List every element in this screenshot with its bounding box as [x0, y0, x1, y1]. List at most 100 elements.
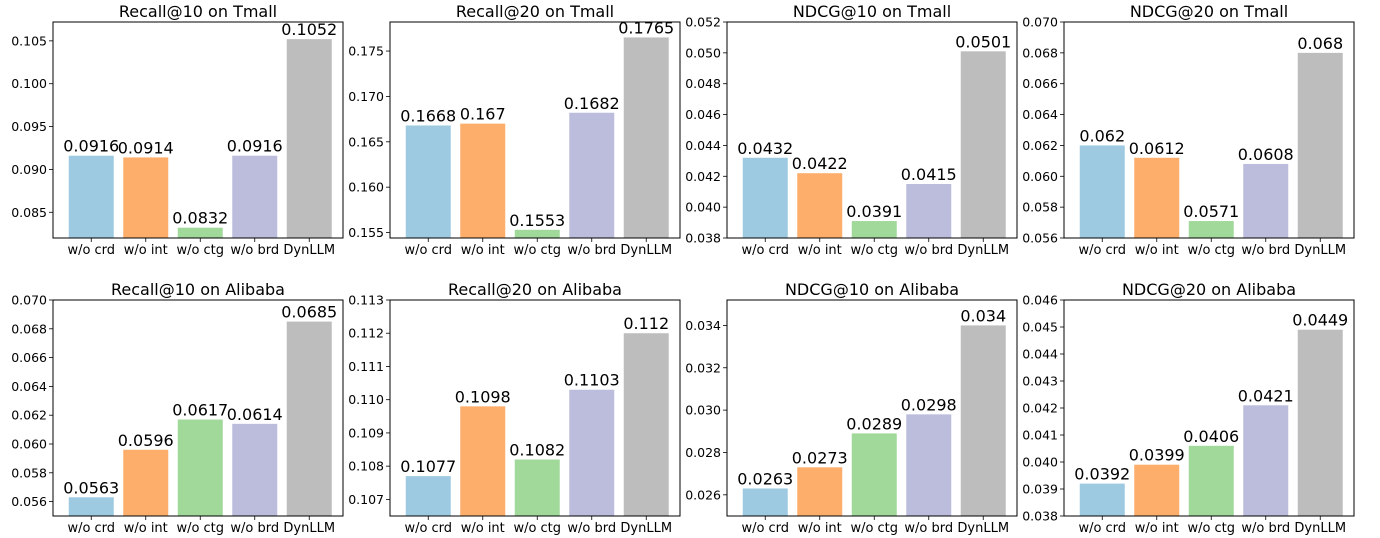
- y-tick-label: 0.032: [685, 360, 721, 375]
- y-tick-label: 0.046: [1022, 293, 1058, 308]
- bar-w-o-ctg: [514, 459, 560, 516]
- y-tick-label: 0.060: [11, 437, 47, 452]
- bar-value-label: 0.0916: [63, 137, 119, 156]
- axes-frame: [1063, 21, 1355, 239]
- bar-value-label: 0.1682: [564, 94, 620, 113]
- chart-panel-5: Recall@10 on Alibaba 0.0563 w/o crd 0.0596 w…: [11, 280, 344, 536]
- y-tick-label: 0.060: [1022, 169, 1058, 184]
- y-tick-label: 0.056: [11, 494, 47, 509]
- panel-title: NDCG@20 on Alibaba: [1122, 280, 1296, 299]
- y-tick-label: 0.041: [1022, 428, 1058, 443]
- y-tick-label: 0.112: [348, 326, 384, 341]
- chart-panel-6: Recall@20 on Alibaba 0.1077 w/o crd 0.1098 w…: [348, 280, 681, 536]
- bar-w-o-crd: [68, 497, 114, 516]
- bar-value-label: 0.0391: [846, 202, 902, 221]
- y-tick-label: 0.058: [11, 465, 47, 480]
- bar-value-label: 0.0617: [172, 401, 228, 420]
- bar-value-label: 0.0614: [227, 405, 283, 424]
- y-tick-label: 0.068: [1022, 45, 1058, 60]
- y-tick-label: 0.038: [685, 231, 721, 246]
- y-tick-label: 0.039: [1022, 482, 1058, 497]
- bar-value-label: 0.1553: [509, 211, 565, 230]
- y-tick-label: 0.046: [685, 107, 721, 122]
- bar-value-label: 0.0422: [792, 154, 848, 173]
- y-tick-label: 0.108: [348, 459, 384, 474]
- bar-value-label: 0.112: [623, 314, 669, 333]
- y-tick-label: 0.056: [1022, 231, 1058, 246]
- chart-panel-2: Recall@20 on Tmall 0.1668 w/o crd 0.167 w/o …: [348, 2, 681, 258]
- y-tick-label: 0.034: [685, 318, 721, 333]
- bar-dynllm: [286, 321, 332, 516]
- x-tick-label: w/o ctg: [1187, 521, 1235, 536]
- x-tick-label: w/o ctg: [1187, 243, 1235, 258]
- x-tick-label: w/o ctg: [176, 521, 224, 536]
- bar-value-label: 0.1668: [400, 106, 456, 125]
- bar-value-label: 0.1098: [455, 387, 511, 406]
- bar-w-o-brd: [906, 414, 952, 516]
- bar-value-label: 0.0406: [1183, 427, 1239, 446]
- bar-value-label: 0.1082: [509, 441, 565, 460]
- axes-frame: [1063, 299, 1355, 517]
- y-tick-label: 0.064: [11, 379, 47, 394]
- y-tick-label: 0.044: [1022, 347, 1058, 362]
- bar-w-o-ctg: [851, 221, 897, 238]
- bar-w-o-int: [1134, 464, 1180, 516]
- y-tick-label: 0.113: [348, 293, 384, 308]
- y-tick-label: 0.160: [348, 180, 384, 195]
- y-tick-label: 0.066: [1022, 76, 1058, 91]
- x-tick-label: w/o brd: [904, 521, 953, 536]
- y-tick-label: 0.050: [685, 45, 721, 60]
- bar-w-o-brd: [1243, 163, 1289, 238]
- bar-w-o-int: [123, 157, 169, 238]
- bar-w-o-brd: [1243, 405, 1289, 516]
- y-tick-label: 0.107: [348, 492, 384, 507]
- bar-value-label: 0.068: [1297, 34, 1343, 53]
- bar-dynllm: [286, 39, 332, 239]
- x-tick-label: w/o brd: [904, 243, 953, 258]
- y-tick-label: 0.070: [11, 293, 47, 308]
- x-tick-label: w/o ctg: [513, 521, 561, 536]
- bar-w-o-ctg: [851, 433, 897, 516]
- bar-w-o-crd: [68, 155, 114, 238]
- x-tick-label: w/o crd: [741, 521, 789, 536]
- x-tick-label: DynLLM: [283, 243, 335, 258]
- x-tick-label: w/o brd: [567, 521, 616, 536]
- bar-value-label: 0.0596: [118, 431, 174, 450]
- bar-value-label: 0.0571: [1183, 202, 1239, 221]
- chart-panel-3: NDCG@10 on Tmall 0.0432 w/o crd 0.0422 w/o i…: [685, 2, 1018, 258]
- axes-frame: [726, 21, 1018, 239]
- y-tick-label: 0.109: [348, 425, 384, 440]
- x-tick-label: w/o crd: [1078, 243, 1126, 258]
- panel-title: NDCG@10 on Tmall: [793, 2, 951, 21]
- bar-value-label: 0.0298: [901, 395, 957, 414]
- panel-title: NDCG@20 on Tmall: [1130, 2, 1288, 21]
- bar-w-o-crd: [405, 125, 451, 238]
- x-tick-label: w/o crd: [1078, 521, 1126, 536]
- bar-dynllm: [960, 51, 1006, 238]
- axes-frame: [52, 299, 344, 517]
- bar-value-label: 0.0563: [63, 478, 119, 497]
- y-tick-label: 0.100: [11, 76, 47, 91]
- x-tick-label: w/o brd: [230, 521, 279, 536]
- bar-w-o-brd: [906, 184, 952, 238]
- x-tick-label: w/o int: [461, 243, 505, 258]
- panel-title: Recall@10 on Alibaba: [111, 280, 285, 299]
- x-tick-label: DynLLM: [1294, 243, 1346, 258]
- x-tick-label: w/o crd: [741, 243, 789, 258]
- axes-frame: [389, 21, 681, 239]
- x-tick-label: w/o ctg: [513, 243, 561, 258]
- y-tick-label: 0.026: [685, 487, 721, 502]
- y-tick-label: 0.042: [685, 169, 721, 184]
- y-tick-label: 0.058: [1022, 200, 1058, 215]
- bar-value-label: 0.0415: [901, 165, 957, 184]
- panel-title: Recall@10 on Tmall: [119, 2, 277, 21]
- bar-dynllm: [1297, 52, 1343, 238]
- bar-w-o-int: [123, 449, 169, 516]
- y-tick-label: 0.052: [685, 15, 721, 30]
- x-tick-label: w/o int: [798, 243, 842, 258]
- y-tick-label: 0.038: [1022, 509, 1058, 524]
- x-tick-label: w/o crd: [404, 243, 452, 258]
- x-tick-label: w/o brd: [1241, 521, 1290, 536]
- y-tick-label: 0.045: [1022, 320, 1058, 335]
- x-tick-label: w/o int: [461, 521, 505, 536]
